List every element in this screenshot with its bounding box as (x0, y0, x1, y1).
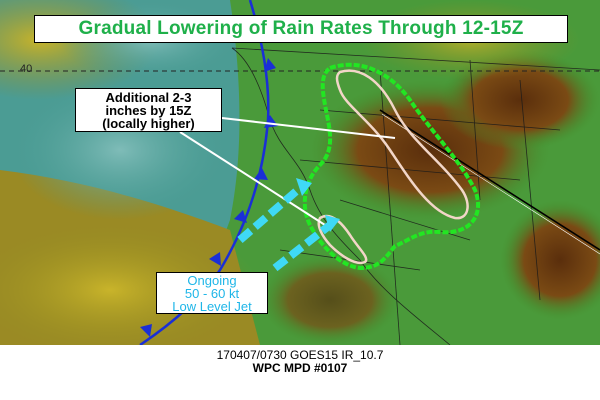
jet-callout: Ongoing 50 - 60 kt Low Level Jet (156, 272, 268, 314)
boundary-lines (231, 47, 600, 345)
rain-contours (317, 69, 469, 265)
state-border (379, 109, 600, 251)
jet-arrows (237, 184, 333, 272)
rain-callout-line-1: Additional 2-3 (105, 90, 192, 105)
map-canvas (0, 0, 600, 345)
jet-callout-line-1: Ongoing (187, 273, 237, 288)
rain-callout-line-2: inches by 15Z (105, 103, 192, 118)
jet-callout-line-2: 50 - 60 kt (184, 286, 240, 301)
jet-arrowhead-1 (296, 178, 312, 196)
jet-arrowhead-2 (325, 215, 340, 232)
rain-callout-line-3: (locally higher) (102, 116, 195, 131)
satellite-caption: 170407/0730 GOES15 IR_10.7 (216, 348, 384, 362)
jet-callout-line-3: Low Level Jet (172, 299, 252, 314)
map-title: Gradual Lowering of Rain Rates Through 1… (78, 18, 524, 39)
product-caption: WPC MPD #0107 (252, 361, 348, 375)
title-box: Gradual Lowering of Rain Rates Through 1… (34, 15, 568, 43)
callout-leader-lines (179, 117, 396, 226)
mpd-outline (302, 62, 481, 271)
rain-callout: Additional 2-3 inches by 15Z (locally hi… (75, 88, 222, 132)
state-border-2 (381, 113, 600, 255)
latitude-label: 40 (20, 63, 33, 75)
cloud-brown-3 (500, 200, 600, 320)
satellite-map: Gradual Lowering of Rain Rates Through 1… (0, 0, 600, 345)
cloud-brown-4 (260, 255, 400, 345)
